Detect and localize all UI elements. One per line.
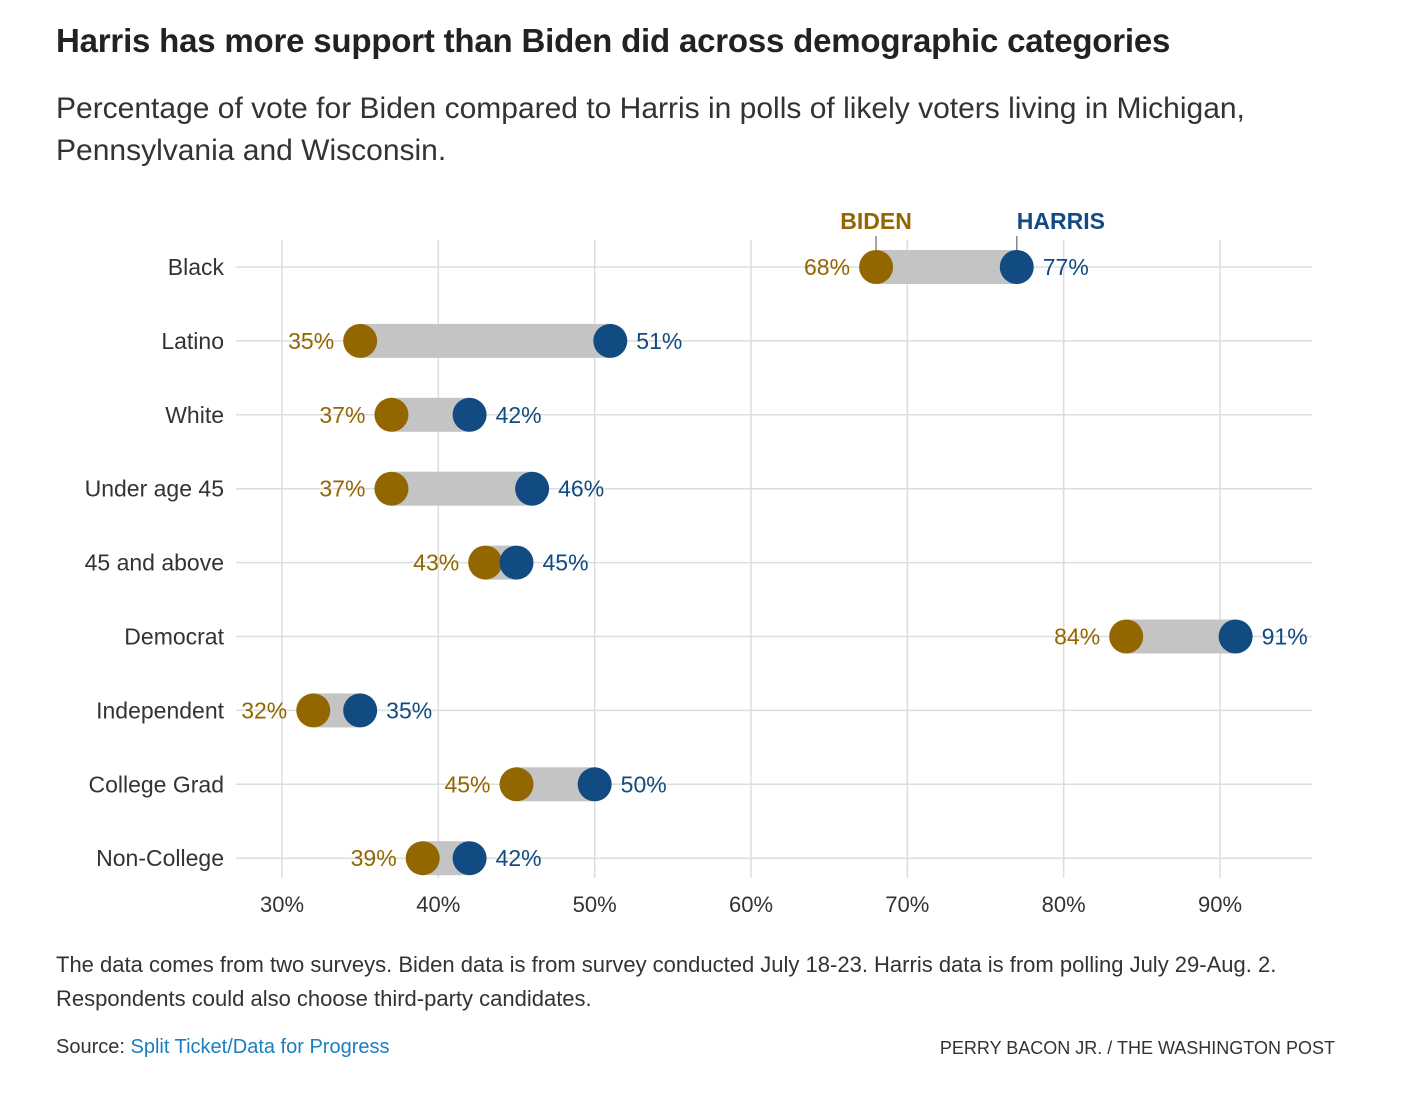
x-tick-label: 90%: [1198, 892, 1242, 917]
harris-dot: [593, 323, 628, 358]
harris-value-label: 35%: [386, 697, 432, 723]
harris-dot: [452, 841, 487, 876]
source-label: Source:: [56, 1036, 125, 1058]
biden-value-label: 37%: [319, 476, 365, 502]
source-link[interactable]: Split Ticket/Data for Progress: [130, 1036, 390, 1058]
category-label: Non-College: [96, 845, 224, 871]
harris-value-label: 77%: [1043, 254, 1089, 280]
biden-dot: [468, 545, 503, 580]
category-label: Independent: [96, 697, 225, 723]
category-label: Democrat: [124, 624, 224, 650]
biden-dot: [499, 767, 534, 802]
biden-dot: [1109, 619, 1144, 654]
x-tick-label: 70%: [885, 892, 929, 917]
source-line: Source: Split Ticket/Data for Progress: [56, 1036, 389, 1059]
chart-note: The data comes from two surveys. Biden d…: [56, 952, 1277, 1011]
harris-value-label: 50%: [621, 771, 667, 797]
x-tick-label: 50%: [573, 892, 617, 917]
biden-value-label: 84%: [1054, 624, 1100, 650]
range-bar: [360, 323, 611, 358]
biden-dot: [374, 397, 409, 432]
biden-dot: [405, 841, 440, 876]
category-label: Latino: [161, 328, 224, 354]
category-label: Black: [168, 254, 225, 280]
biden-dot: [859, 250, 894, 284]
harris-value-label: 45%: [543, 550, 589, 576]
harris-value-label: 91%: [1262, 624, 1308, 650]
biden-value-label: 32%: [241, 697, 287, 723]
harris-value-label: 51%: [636, 328, 682, 354]
harris-value-label: 42%: [496, 402, 542, 428]
range-bar: [391, 471, 533, 506]
biden-dot: [296, 693, 331, 728]
x-tick-label: 60%: [729, 892, 773, 917]
credit-line: PERRY BACON JR. / THE WASHINGTON POST: [939, 1038, 1335, 1058]
chart-subtitle: Percentage of vote for Biden compared to…: [56, 92, 1245, 167]
category-label: 45 and above: [85, 550, 224, 576]
biden-value-label: 45%: [444, 771, 490, 797]
category-label: White: [165, 402, 224, 428]
biden-value-label: 43%: [413, 550, 459, 576]
x-tick-label: 80%: [1042, 892, 1086, 917]
harris-dot: [1218, 619, 1253, 654]
category-label: College Grad: [88, 771, 224, 797]
harris-dot: [577, 767, 612, 802]
biden-value-label: 37%: [319, 402, 365, 428]
chart-title: Harris has more support than Biden did a…: [56, 22, 1171, 59]
biden-value-label: 68%: [804, 254, 850, 280]
harris-value-label: 46%: [558, 476, 604, 502]
harris-dot: [452, 397, 487, 432]
x-tick-label: 30%: [260, 892, 304, 917]
harris-dot: [999, 250, 1034, 284]
harris-dot: [343, 693, 378, 728]
range-bar: [876, 250, 1017, 284]
biden-value-label: 35%: [288, 328, 334, 354]
harris-dot: [515, 471, 550, 506]
biden-dot: [343, 323, 378, 358]
x-tick-label: 40%: [416, 892, 460, 917]
harris-value-label: 42%: [496, 845, 542, 871]
legend-harris: HARRIS: [1017, 208, 1105, 234]
biden-dot: [374, 471, 409, 506]
dumbbell-chart: 30% 40% 50% 60% 70% 80% 90% Black 68% 77% Latino 35…: [85, 208, 1312, 917]
category-label: Under age 45: [85, 476, 224, 502]
harris-dot: [499, 545, 534, 580]
biden-value-label: 39%: [351, 845, 397, 871]
range-bar: [1126, 619, 1236, 654]
legend-biden: BIDEN: [840, 208, 912, 234]
